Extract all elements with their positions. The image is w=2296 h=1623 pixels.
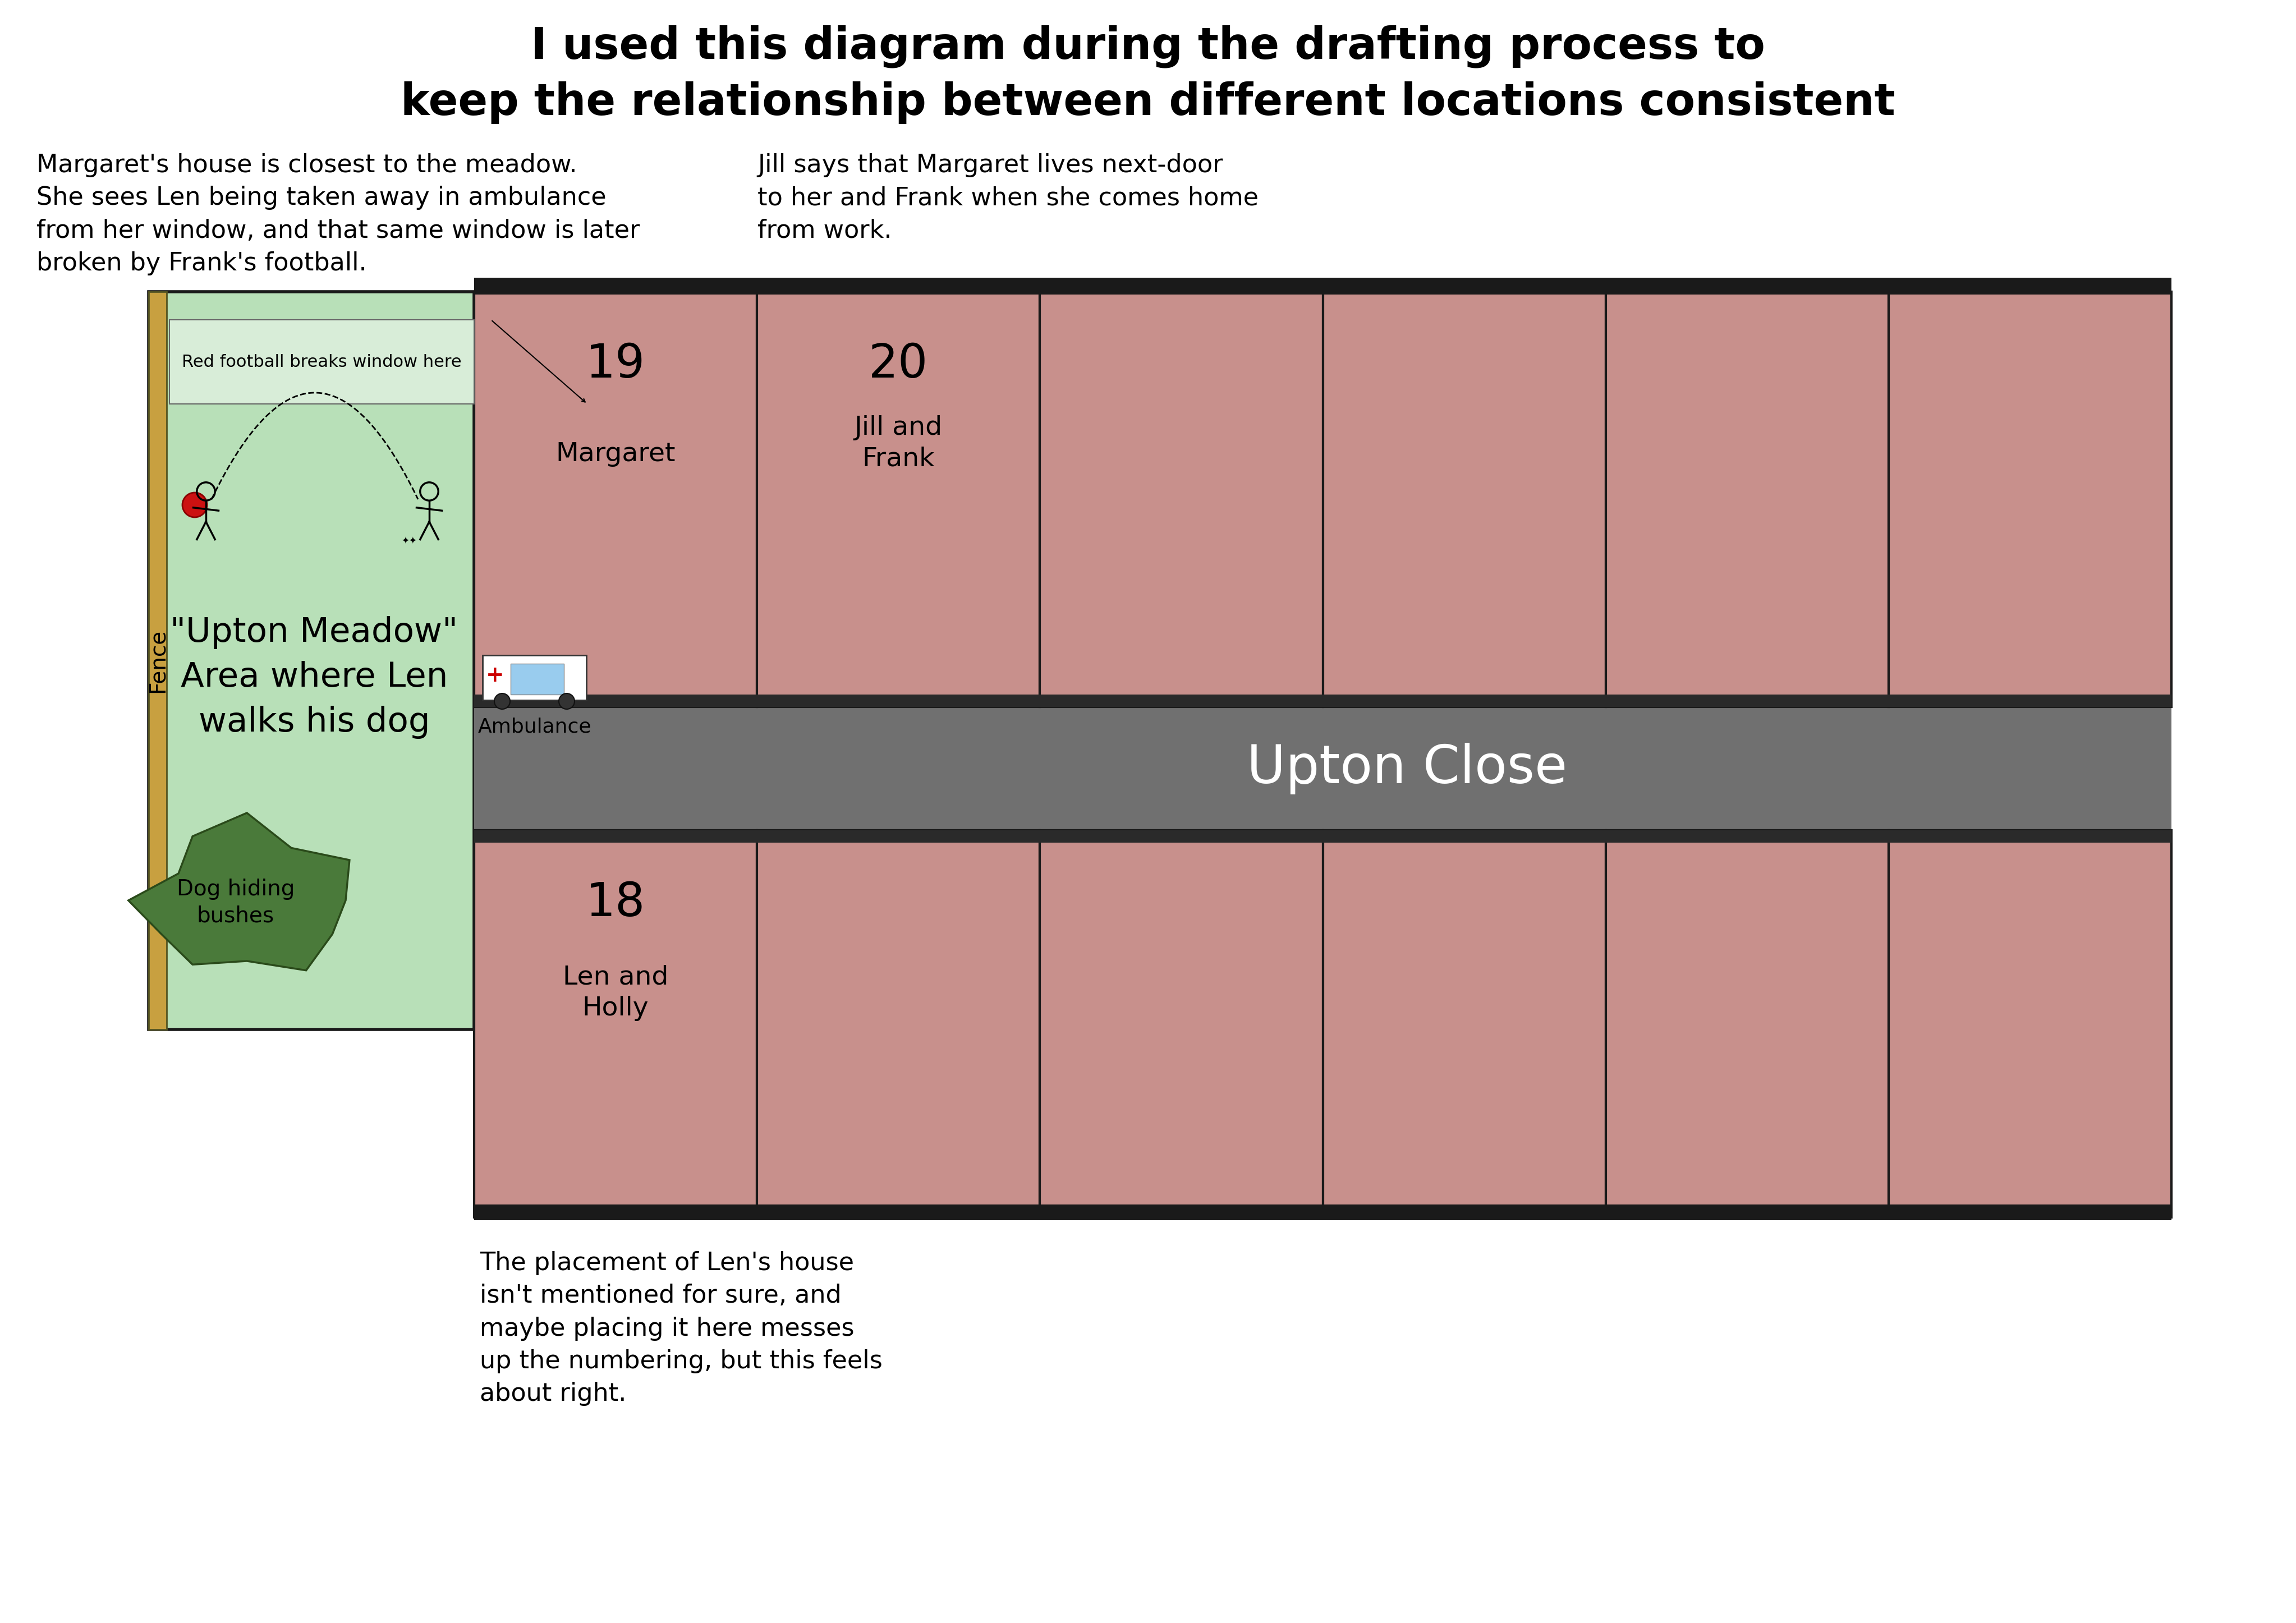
- Bar: [482, 656, 585, 700]
- Text: Jill and
Frank: Jill and Frank: [854, 415, 944, 471]
- Bar: [475, 708, 2172, 831]
- Bar: [1605, 292, 1890, 708]
- Bar: [1322, 831, 1605, 1217]
- Text: Margaret's house is closest to the meadow.
She sees Len being taken away in ambu: Margaret's house is closest to the meado…: [37, 153, 641, 276]
- Bar: [475, 292, 758, 708]
- Bar: [149, 292, 168, 1029]
- Text: 20: 20: [868, 342, 928, 388]
- Bar: [510, 664, 565, 695]
- Bar: [1890, 831, 2172, 1217]
- Bar: [1890, 292, 2172, 708]
- Text: Area where Len: Area where Len: [181, 661, 448, 695]
- Bar: [1040, 292, 1322, 708]
- Circle shape: [181, 492, 207, 518]
- Text: ✦✦: ✦✦: [402, 536, 418, 547]
- Bar: [149, 292, 475, 1029]
- Text: keep the relationship between different locations consistent: keep the relationship between different …: [402, 81, 1894, 123]
- Circle shape: [494, 693, 510, 709]
- Bar: [475, 831, 2172, 842]
- Text: The placement of Len's house
isn't mentioned for sure, and
maybe placing it here: The placement of Len's house isn't menti…: [480, 1251, 882, 1406]
- Text: 19: 19: [585, 342, 645, 388]
- Text: 18: 18: [585, 881, 645, 927]
- Text: Ambulance: Ambulance: [478, 717, 592, 737]
- Text: I used this diagram during the drafting process to: I used this diagram during the drafting …: [530, 24, 1766, 68]
- Text: walks his dog: walks his dog: [197, 706, 429, 738]
- Text: Len and
Holly: Len and Holly: [563, 964, 668, 1021]
- Bar: [475, 1204, 2172, 1220]
- Text: "Upton Meadow": "Upton Meadow": [170, 617, 459, 649]
- Bar: [1605, 831, 1890, 1217]
- Text: Jill says that Margaret lives next-door
to her and Frank when she comes home
fro: Jill says that Margaret lives next-door …: [758, 153, 1258, 243]
- Bar: [1322, 292, 1605, 708]
- Bar: [475, 695, 2172, 708]
- Polygon shape: [129, 813, 349, 971]
- Bar: [758, 292, 1040, 708]
- Text: Dog hiding: Dog hiding: [177, 878, 294, 899]
- Text: bushes: bushes: [197, 906, 276, 927]
- Bar: [758, 831, 1040, 1217]
- Bar: [170, 320, 475, 404]
- Text: Upton Close: Upton Close: [1247, 743, 1568, 794]
- Bar: [475, 831, 758, 1217]
- Bar: [475, 278, 2172, 294]
- Circle shape: [558, 693, 574, 709]
- Text: Fence: Fence: [147, 628, 168, 693]
- Text: Margaret: Margaret: [556, 441, 675, 467]
- Text: +: +: [487, 665, 505, 687]
- Bar: [1040, 831, 1322, 1217]
- Text: Red football breaks window here: Red football breaks window here: [181, 354, 461, 370]
